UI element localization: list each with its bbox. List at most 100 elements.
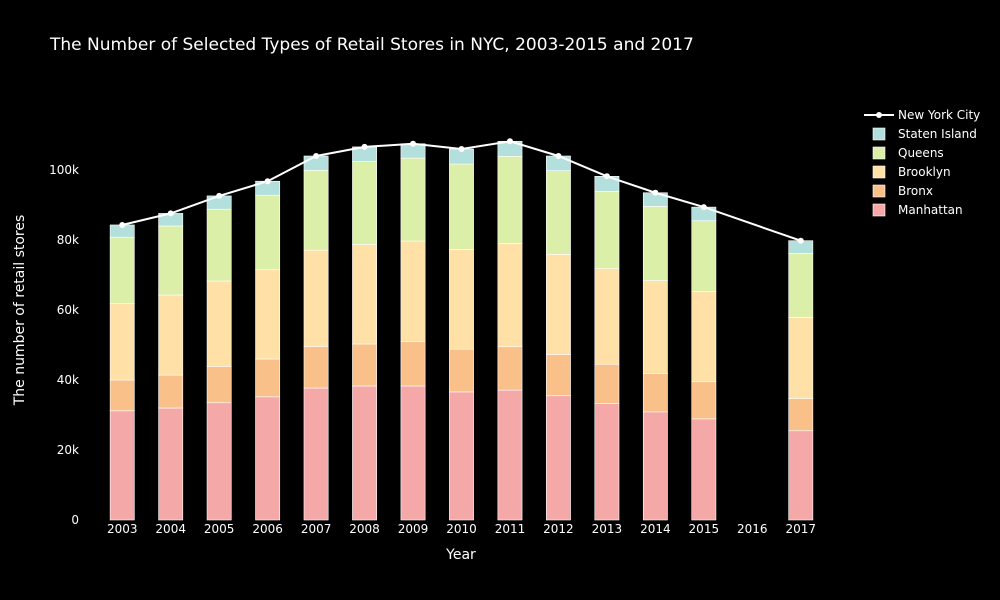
bar-manhattan-2014[interactable] <box>642 411 668 521</box>
point-new-york-city-2008[interactable] <box>361 143 368 150</box>
bar-queens-2009[interactable] <box>400 157 426 242</box>
point-new-york-city-2017[interactable] <box>797 237 804 244</box>
bar-manhattan-2010[interactable] <box>449 391 474 521</box>
legend-item-manhattan[interactable]: Manhattan <box>872 203 963 217</box>
y-tick-label-20k: 20k <box>57 443 79 457</box>
point-new-york-city-2011[interactable] <box>506 138 513 145</box>
bar-bronx-2008[interactable] <box>352 343 377 387</box>
legend-label-brooklyn: Brooklyn <box>898 165 951 179</box>
bar-manhattan-2005[interactable] <box>206 402 232 521</box>
bar-bronx-2012[interactable] <box>546 354 571 397</box>
x-tick-label-2011: 2011 <box>495 522 526 536</box>
bar-queens-2012[interactable] <box>546 170 571 255</box>
x-tick-label-2012: 2012 <box>543 522 574 536</box>
legend-swatch-staten-island <box>872 127 886 141</box>
legend-swatch-manhattan <box>872 203 886 217</box>
bar-queens-2005[interactable] <box>206 208 232 282</box>
bar-bronx-2013[interactable] <box>594 363 620 404</box>
bar-brooklyn-2010[interactable] <box>449 249 474 350</box>
bar-manhattan-2017[interactable] <box>788 430 814 521</box>
y-tick-label-40k: 40k <box>57 373 79 387</box>
bar-manhattan-2007[interactable] <box>303 387 329 521</box>
legend[interactable]: New York City Staten Island Queens Brooklyn… <box>864 108 980 217</box>
legend-item-queens[interactable]: Queens <box>872 146 944 160</box>
x-tick-label-2017: 2017 <box>785 522 816 536</box>
x-tick-label-2010: 2010 <box>446 522 477 536</box>
point-new-york-city-2006[interactable] <box>264 178 271 185</box>
bar-bronx-2004[interactable] <box>158 374 184 409</box>
point-new-york-city-2010[interactable] <box>458 146 465 152</box>
bar-brooklyn-2012[interactable] <box>546 254 571 355</box>
legend-swatch-bronx <box>872 184 886 198</box>
point-new-york-city-2007[interactable] <box>313 153 320 159</box>
bar-queens-2003[interactable] <box>109 236 135 304</box>
x-tick-label-2007: 2007 <box>301 522 332 536</box>
legend-item-bronx[interactable]: Bronx <box>872 184 933 198</box>
bar-brooklyn-2014[interactable] <box>642 280 668 375</box>
bar-bronx-2009[interactable] <box>400 341 426 387</box>
bar-brooklyn-2004[interactable] <box>158 294 184 376</box>
legend-label-new-york-city: New York City <box>898 108 980 122</box>
point-new-york-city-2005[interactable] <box>216 192 223 199</box>
bar-bronx-2015[interactable] <box>691 381 717 420</box>
bar-manhattan-2003[interactable] <box>109 410 135 521</box>
point-new-york-city-2013[interactable] <box>603 173 610 180</box>
x-tick-label-2003: 2003 <box>107 522 138 536</box>
bar-manhattan-2015[interactable] <box>691 418 717 521</box>
point-new-york-city-2014[interactable] <box>652 189 659 196</box>
point-new-york-city-2004[interactable] <box>167 210 174 217</box>
bar-brooklyn-2007[interactable] <box>303 249 329 347</box>
bar-manhattan-2013[interactable] <box>594 403 620 521</box>
bar-queens-2007[interactable] <box>303 170 329 251</box>
point-new-york-city-2015[interactable] <box>700 204 707 211</box>
point-new-york-city-2012[interactable] <box>555 153 562 159</box>
bar-manhattan-2012[interactable] <box>546 395 571 521</box>
bar-manhattan-2009[interactable] <box>400 385 426 521</box>
bar-queens-2017[interactable] <box>788 253 814 318</box>
bar-bronx-2005[interactable] <box>206 366 232 404</box>
bar-brooklyn-2008[interactable] <box>352 244 377 345</box>
bar-bronx-2017[interactable] <box>788 398 814 432</box>
legend-item-brooklyn[interactable]: Brooklyn <box>872 165 951 179</box>
point-new-york-city-2003[interactable] <box>119 221 126 228</box>
bar-brooklyn-2003[interactable] <box>109 303 135 381</box>
bar-bronx-2007[interactable] <box>303 346 329 389</box>
bar-queens-2006[interactable] <box>255 194 281 271</box>
legend-item-new-york-city[interactable]: New York City <box>864 108 980 122</box>
line-new-york-city[interactable] <box>121 140 802 242</box>
bar-brooklyn-2017[interactable] <box>788 317 814 399</box>
bar-brooklyn-2009[interactable] <box>400 240 426 342</box>
legend-label-queens: Queens <box>898 146 944 160</box>
bar-queens-2014[interactable] <box>642 206 668 281</box>
bar-brooklyn-2013[interactable] <box>594 268 620 365</box>
legend-marker-new-york-city <box>876 112 882 118</box>
bar-manhattan-2011[interactable] <box>497 389 523 521</box>
bar-brooklyn-2015[interactable] <box>691 291 717 383</box>
legend-item-staten-island[interactable]: Staten Island <box>872 127 977 141</box>
bar-manhattan-2006[interactable] <box>255 396 281 521</box>
bar-bronx-2014[interactable] <box>642 373 668 413</box>
bar-manhattan-2008[interactable] <box>352 385 377 521</box>
bar-bronx-2010[interactable] <box>449 348 474 393</box>
bar-bronx-2003[interactable] <box>109 379 135 412</box>
bar-queens-2004[interactable] <box>158 225 184 296</box>
point-new-york-city-2009[interactable] <box>410 140 417 147</box>
line-layer <box>119 138 804 244</box>
bar-bronx-2006[interactable] <box>255 358 281 398</box>
x-axis-ticks: 2003 2004 2005 2006 2007 2008 2009 2010 2011 2012… <box>107 522 816 536</box>
bar-queens-2011[interactable] <box>497 156 523 244</box>
bar-queens-2013[interactable] <box>594 191 620 270</box>
bar-brooklyn-2005[interactable] <box>206 280 232 367</box>
x-axis-title: Year <box>445 547 476 563</box>
bar-brooklyn-2011[interactable] <box>497 243 523 348</box>
x-tick-label-2005: 2005 <box>204 522 235 536</box>
bar-bronx-2011[interactable] <box>497 346 523 391</box>
bar-brooklyn-2006[interactable] <box>255 269 281 360</box>
legend-label-bronx: Bronx <box>898 184 933 198</box>
bar-queens-2008[interactable] <box>352 161 377 245</box>
bar-queens-2015[interactable] <box>691 220 717 292</box>
bar-queens-2010[interactable] <box>449 163 474 250</box>
legend-swatch-queens <box>872 146 886 160</box>
y-tick-label-0: 0 <box>71 513 79 527</box>
bar-manhattan-2004[interactable] <box>158 407 184 521</box>
